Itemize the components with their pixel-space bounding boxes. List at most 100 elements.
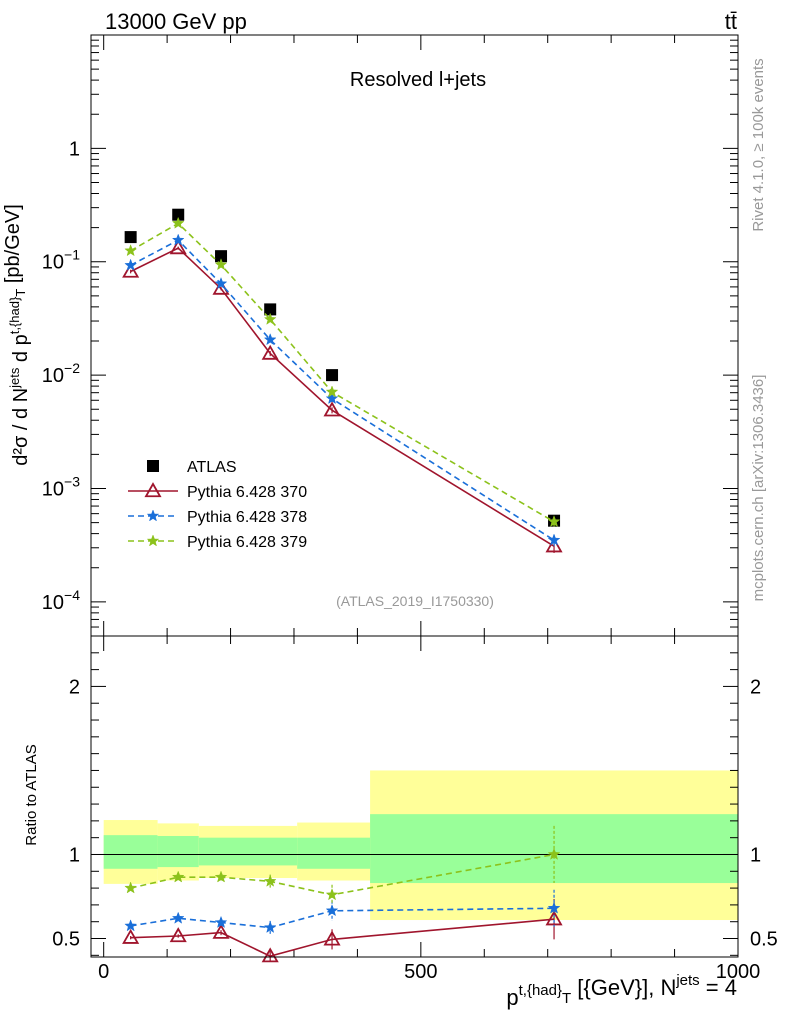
ratio-point-pythia-6-428-378 — [325, 904, 339, 917]
ratio-y-tick-label-left: 0.5 — [52, 929, 80, 951]
label-span: d²σ / d N — [10, 388, 32, 466]
legend-label-pythia-6-428-370: Pythia 6.428 370 — [187, 484, 307, 501]
ratio-line-pythia-6-428-378 — [130, 907, 555, 929]
legend-marker-pythia-6-428-378 — [146, 509, 160, 522]
y-tick-mantissa: 10 — [42, 592, 64, 614]
point-pythia-6-428-379 — [171, 216, 185, 229]
ratio-point-pythia-6-428-370 — [169, 927, 187, 943]
x-tick-label: 1000 — [716, 961, 761, 983]
ratio-line-pythia-6-428-370 — [130, 918, 555, 958]
y-tick-label: 10−2 — [42, 360, 80, 387]
y-tick-mantissa: 10 — [42, 365, 64, 387]
mcplots-label: mcplots.cern.ch [arXiv:1306.3436] — [750, 375, 767, 602]
y-tick-exponent: −1 — [64, 247, 80, 263]
ratio-point-pythia-6-428-379 — [325, 888, 339, 901]
y-tick-mantissa: 10 — [42, 478, 64, 500]
point-pythia-6-428-379 — [547, 514, 561, 528]
energy-label: 13000 GeV pp — [105, 9, 247, 34]
ratio-point-pythia-6-428-379 — [214, 870, 228, 883]
ratio-point-pythia-6-428-378 — [124, 919, 138, 932]
x-axis-label-text: pt,{had}T [{GeV}], Njets = 4 — [506, 972, 737, 1010]
ratio-series-group — [122, 825, 563, 963]
point-pythia-6-428-378 — [325, 391, 339, 405]
rivet-label: Rivet 4.1.0, ≥ 100k events — [750, 58, 767, 231]
chart-title: Resolved l+jets — [350, 69, 486, 91]
ratio-point-pythia-6-428-379 — [171, 870, 185, 883]
analysis-label: (ATLAS_2019_I1750330) — [336, 593, 494, 609]
ratio-point-pythia-6-428-370 — [212, 923, 230, 939]
label-span: [pb/GeV] — [2, 204, 24, 289]
ratio-plot-panel: 0.5 0.5 1 1 2 2 0 500 1000 Ratio to ATLAS pt,{ha… — [23, 635, 778, 1010]
y-tick-mantissa: 1 — [69, 138, 80, 160]
ratio-point-pythia-6-428-378 — [547, 901, 561, 914]
point-pythia-6-428-378 — [263, 333, 277, 346]
inner-uncertainty-band — [103, 835, 158, 869]
point-pythia-6-428-370 — [169, 239, 187, 255]
ratio-line-pythia-6-428-379 — [130, 853, 555, 896]
main-series-group — [122, 208, 563, 553]
legend-marker-atlas — [147, 460, 159, 472]
ratio-point-pythia-6-428-378 — [171, 911, 185, 924]
data-point-atlas — [124, 231, 137, 244]
point-pythia-6-428-378 — [547, 533, 561, 546]
series-line-pythia-6-428-378 — [130, 239, 555, 541]
label-span: t,{had} — [7, 296, 22, 334]
y-tick-exponent: −2 — [64, 360, 80, 376]
ratio-uncertainty-bands — [103, 770, 738, 921]
process-label: tt̄ — [725, 9, 737, 34]
inner-uncertainty-band — [157, 835, 199, 868]
y-tick-label: 10−3 — [42, 473, 80, 500]
main-y-axis-label: d²σ / d Njets d pt,{had}T [pb/GeV] — [2, 204, 32, 466]
point-pythia-6-428-378 — [124, 258, 138, 271]
ratio-point-pythia-6-428-370 — [261, 947, 279, 963]
y-tick-mantissa: 10 — [42, 252, 64, 274]
point-pythia-6-428-378 — [171, 233, 185, 246]
ratio-y-tick-label-left: 2 — [69, 676, 80, 698]
point-pythia-6-428-379 — [214, 258, 228, 271]
label-span: d p — [10, 334, 32, 367]
point-pythia-6-428-370 — [261, 344, 279, 360]
label-span: jets — [7, 367, 22, 389]
ratio-y-tick-label-right: 2 — [750, 676, 761, 698]
main-plot-panel: Resolved l+jets (ATLAS_2019_I1750330) d²… — [2, 34, 739, 637]
legend-label-pythia-6-428-379: Pythia 6.428 379 — [187, 534, 307, 551]
ratio-y-tick-label-right: 1 — [750, 844, 761, 866]
series-line-pythia-6-428-379 — [130, 222, 555, 523]
y-tick-label: 10−1 — [42, 247, 80, 274]
legend-marker-pythia-6-428-370 — [144, 482, 162, 498]
y-tick-exponent: −3 — [64, 473, 80, 489]
ratio-point-pythia-6-428-378 — [263, 920, 277, 933]
point-pythia-6-428-370 — [545, 537, 563, 553]
point-pythia-6-428-379 — [263, 312, 277, 325]
ratio-point-pythia-6-428-379 — [124, 881, 138, 894]
x-axis-label: pt,{had}T [{GeV}], Njets = 4 — [506, 972, 737, 1010]
y-tick-label: 1 — [69, 138, 80, 160]
ratio-point-pythia-6-428-379 — [547, 847, 561, 860]
data-point-atlas — [215, 250, 228, 263]
main-y-axis-label-text: d²σ / d Njets d pt,{had}T [pb/GeV] — [2, 204, 32, 466]
data-point-atlas — [172, 208, 185, 221]
data-point-atlas — [264, 303, 277, 316]
point-pythia-6-428-370 — [323, 401, 341, 417]
point-pythia-6-428-378 — [214, 276, 228, 290]
label-span: [{GeV}], N — [571, 975, 676, 1000]
ratio-y-axis-label: Ratio to ATLAS — [23, 744, 40, 845]
ratio-point-pythia-6-428-378 — [214, 915, 228, 928]
data-point-atlas — [326, 369, 339, 382]
ratio-axis-ticks: 0.5 0.5 1 1 2 2 0 500 1000 — [52, 635, 778, 983]
label-span: = 4 — [700, 975, 737, 1000]
point-pythia-6-428-379 — [124, 244, 138, 257]
y-tick-label: 10−4 — [42, 587, 80, 614]
inner-uncertainty-band — [297, 837, 371, 869]
ratio-point-pythia-6-428-370 — [323, 930, 341, 946]
x-tick-label: 500 — [404, 961, 437, 983]
legend: ATLAS Pythia 6.428 370 Pythia 6.428 378 Pyt… — [128, 459, 307, 551]
ratio-point-pythia-6-428-370 — [545, 910, 563, 926]
inner-uncertainty-band — [198, 837, 298, 866]
x-tick-label: 0 — [98, 961, 109, 983]
label-span: p — [506, 985, 518, 1010]
main-axis-ticks: 10−410−310−210−11 — [42, 34, 739, 637]
series-line-pythia-6-428-370 — [130, 247, 555, 547]
ratio-y-tick-label-left: 1 — [69, 844, 80, 866]
